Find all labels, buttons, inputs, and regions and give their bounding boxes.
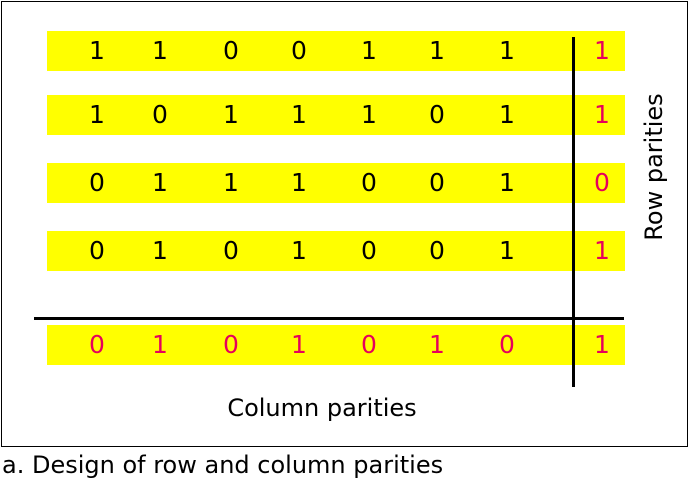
column-parity-bit: 1 <box>152 330 168 359</box>
data-bit: 1 <box>291 236 307 265</box>
data-bit: 1 <box>499 168 515 197</box>
column-parities-label: Column parities <box>227 394 417 422</box>
data-bit: 0 <box>223 236 239 265</box>
data-bit: 0 <box>89 168 105 197</box>
data-bit: 1 <box>499 100 515 129</box>
data-bit: 0 <box>291 36 307 65</box>
data-bit: 0 <box>429 236 445 265</box>
data-bit: 0 <box>361 168 377 197</box>
data-bit: 1 <box>499 236 515 265</box>
data-bit: 1 <box>152 36 168 65</box>
data-bit: 1 <box>223 100 239 129</box>
data-bit: 0 <box>223 36 239 65</box>
data-bit: 1 <box>152 236 168 265</box>
data-row <box>47 31 625 71</box>
row-parity-separator-line <box>572 37 575 387</box>
data-bit: 1 <box>499 36 515 65</box>
data-bit: 1 <box>223 168 239 197</box>
data-bit: 0 <box>361 236 377 265</box>
row-parities-label: Row parities <box>640 93 668 241</box>
data-row <box>47 231 625 271</box>
column-parity-bit: 0 <box>499 330 515 359</box>
row-parity-bit: 0 <box>594 168 610 197</box>
data-bit: 1 <box>291 100 307 129</box>
data-bit: 0 <box>429 100 445 129</box>
figure-caption: a. Design of row and column parities <box>2 451 444 479</box>
data-bit: 1 <box>361 100 377 129</box>
column-parity-row <box>47 325 625 365</box>
row-parity-bit: 1 <box>594 100 610 129</box>
diagram-frame: 1 1 0 0 1 1 1 1 1 0 1 1 1 0 1 1 0 1 1 1 0 0 1 0 0 1 0 1 0 0 1 1 0 1 0 1 0 1 0 1… <box>1 1 688 447</box>
row-parity-bit: 1 <box>594 36 610 65</box>
data-bit: 1 <box>89 100 105 129</box>
column-parity-bit: 1 <box>291 330 307 359</box>
overall-parity-bit: 1 <box>594 330 610 359</box>
data-row <box>47 95 625 135</box>
column-parity-bit: 0 <box>89 330 105 359</box>
data-bit: 0 <box>152 100 168 129</box>
data-bit: 1 <box>361 36 377 65</box>
data-bit: 0 <box>89 236 105 265</box>
data-bit: 1 <box>89 36 105 65</box>
data-bit: 0 <box>429 168 445 197</box>
data-row <box>47 163 625 203</box>
column-parity-bit: 1 <box>429 330 445 359</box>
column-parity-bit: 0 <box>361 330 377 359</box>
column-parity-bit: 0 <box>223 330 239 359</box>
data-bit: 1 <box>429 36 445 65</box>
data-bit: 1 <box>152 168 168 197</box>
data-bit: 1 <box>291 168 307 197</box>
row-parity-bit: 1 <box>594 236 610 265</box>
column-parity-separator-line <box>34 317 624 320</box>
